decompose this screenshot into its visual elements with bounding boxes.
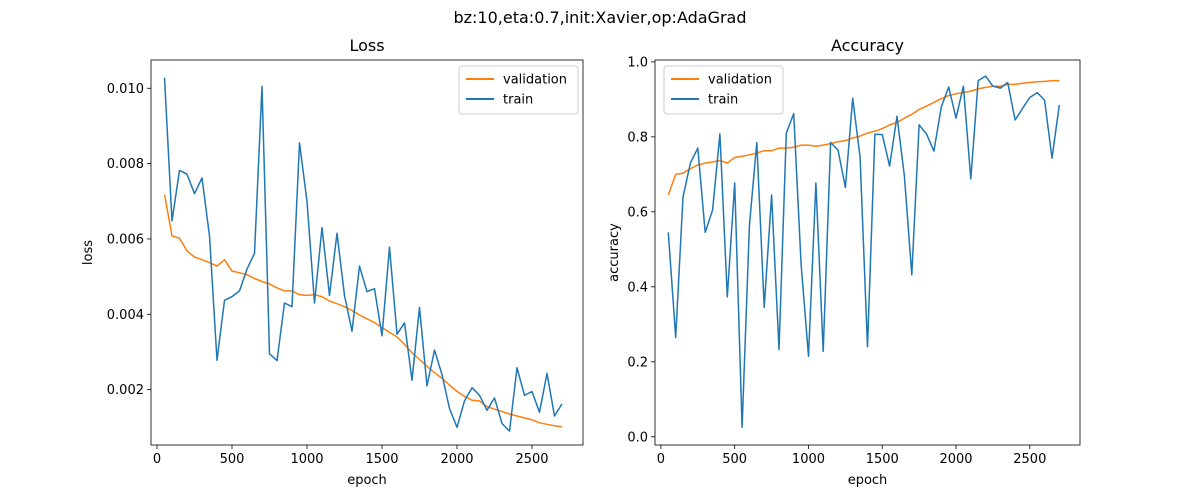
accuracy-x-tick-label: 1000 — [792, 452, 825, 467]
loss-legend: validation train — [458, 65, 579, 115]
accuracy-x-tick-label: 2500 — [1013, 452, 1046, 467]
loss-x-tick-label: 2000 — [440, 452, 473, 467]
accuracy-y-tick-label: 0.8 — [627, 130, 648, 145]
accuracy-x-tick-label: 0 — [657, 452, 665, 467]
loss-y-tick-label: 0.004 — [107, 308, 144, 323]
accuracy-x-tick-label: 500 — [722, 452, 747, 467]
loss-x-tick-label: 1500 — [365, 452, 398, 467]
loss-chart-title: Loss — [349, 36, 384, 55]
loss-y-tick-label: 0.002 — [107, 383, 144, 398]
accuracy-y-axis-label: accuracy — [607, 223, 622, 282]
loss-y-tick-label: 0.010 — [107, 82, 144, 97]
accuracy-chart-title: Accuracy — [831, 36, 904, 55]
loss-y-tick-label: 0.008 — [107, 157, 144, 172]
loss-x-tick-label: 0 — [153, 452, 161, 467]
accuracy-x-axis-label: epoch — [848, 473, 888, 488]
loss-x-tick-label: 500 — [220, 452, 245, 467]
loss-x-tick-label: 1000 — [290, 452, 323, 467]
loss-chart: 0 500 1000 1500 2000 2500 0.002 0.004 0.006 0.008… — [81, 36, 584, 488]
accuracy-y-tick-label: 0.2 — [627, 355, 648, 370]
loss-series-train — [163, 77, 563, 432]
loss-axes-frame — [150, 59, 584, 446]
accuracy-legend: validation train — [663, 65, 784, 115]
accuracy-x-tick-label: 2000 — [939, 452, 972, 467]
accuracy-chart: 0 500 1000 1500 2000 2500 0.0 0.2 0.4 0.6 0.8 1.0 Ac… — [607, 36, 1081, 488]
loss-y-axis-label: loss — [81, 240, 96, 265]
loss-legend-label-validation: validation — [503, 73, 567, 88]
accuracy-y-tick-label: 1.0 — [627, 55, 648, 70]
accuracy-legend-label-train: train — [708, 93, 738, 108]
accuracy-y-tick-label: 0.0 — [627, 430, 648, 445]
loss-x-tick-label: 2500 — [515, 452, 548, 467]
accuracy-y-tick-label: 0.6 — [627, 205, 648, 220]
accuracy-x-tick-label: 1500 — [866, 452, 899, 467]
accuracy-series-train — [667, 75, 1061, 429]
accuracy-axes-frame — [654, 59, 1081, 446]
accuracy-legend-label-validation: validation — [708, 73, 772, 88]
loss-y-tick-label: 0.006 — [107, 232, 144, 247]
accuracy-y-tick-label: 0.4 — [627, 280, 648, 295]
loss-legend-label-train: train — [503, 93, 533, 108]
figure-title: bz:10,eta:0.7,init:Xavier,op:AdaGrad — [453, 8, 746, 27]
loss-x-axis-label: epoch — [347, 473, 387, 488]
loss-series-validation — [163, 194, 563, 428]
